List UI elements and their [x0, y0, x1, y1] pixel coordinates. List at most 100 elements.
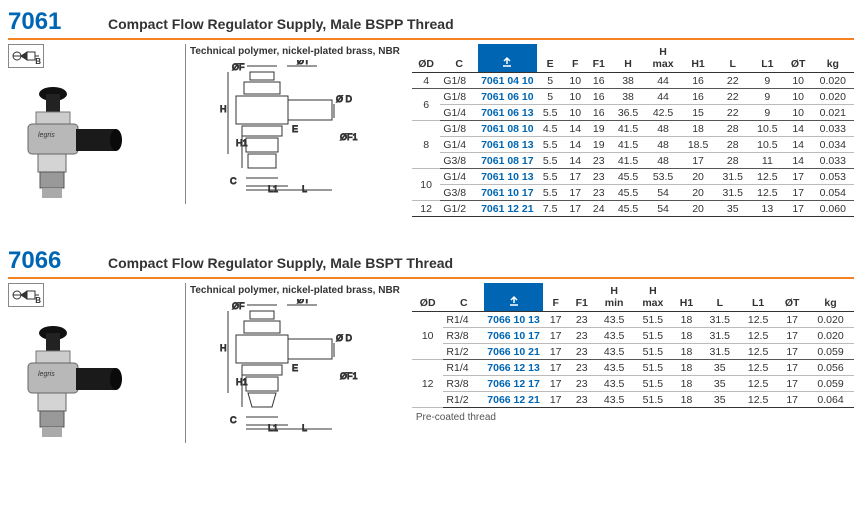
spec-table-wrap: ØDCFF1HminHmaxH1LL1ØTkg10R1/47066 10 131… — [412, 283, 854, 423]
value-cell: 5.5 — [537, 105, 564, 121]
col-header: L1 — [739, 283, 777, 312]
part-link-cell[interactable]: 7066 10 21 — [484, 344, 543, 360]
value-cell: 13 — [750, 201, 785, 217]
value-cell: 17 — [543, 312, 569, 328]
thread-cell: R1/4 — [443, 360, 484, 376]
thread-cell: G1/4 — [440, 169, 478, 185]
svg-text:C: C — [230, 176, 237, 186]
svg-text:ØT: ØT — [297, 299, 310, 305]
part-link-cell[interactable]: 7061 06 13 — [478, 105, 537, 121]
value-cell: 9 — [750, 73, 785, 89]
content-row: B legris Technical polymer, nickel-plate… — [8, 44, 854, 217]
table-row: R3/87066 12 17172343.551.5183512.5170.05… — [412, 376, 854, 392]
od-cell: 10 — [412, 312, 444, 360]
svg-text:E: E — [292, 363, 298, 373]
value-cell: 51.5 — [633, 360, 672, 376]
part-link-cell[interactable]: 7061 12 21 — [478, 201, 537, 217]
value-cell: 0.021 — [812, 105, 854, 121]
schematic-drawing: ØF ØT Ø D H H1 ØF1 E C L1 L — [192, 60, 372, 198]
thread-cell: G1/8 — [440, 121, 478, 137]
value-cell: 20 — [681, 185, 716, 201]
table-row: 10R1/47066 10 13172343.551.51831.512.517… — [412, 312, 854, 328]
svg-text:Ø D: Ø D — [336, 94, 353, 104]
part-icon-header — [478, 44, 537, 73]
svg-text:L: L — [302, 184, 307, 194]
middle-column: Technical polymer, nickel-plated brass, … — [186, 44, 404, 198]
thread-cell: R1/2 — [443, 392, 484, 408]
value-cell: 51.5 — [633, 392, 672, 408]
value-cell: 17 — [785, 169, 812, 185]
col-header: ØT — [777, 283, 807, 312]
value-cell: 5.5 — [537, 185, 564, 201]
part-link-cell[interactable]: 7066 10 13 — [484, 312, 543, 328]
value-cell: 14 — [785, 153, 812, 169]
material-text: Technical polymer, nickel-plated brass, … — [186, 44, 404, 60]
svg-text:ØF: ØF — [232, 62, 245, 72]
value-cell: 17 — [543, 376, 569, 392]
value-cell: 14 — [564, 137, 587, 153]
value-cell: 23 — [568, 392, 594, 408]
value-cell: 15 — [681, 105, 716, 121]
svg-text:ØT: ØT — [297, 60, 310, 66]
value-cell: 51.5 — [633, 344, 672, 360]
table-row: G1/47061 06 135.5101636.542.515229100.02… — [412, 105, 854, 121]
content-row: B legris Technical polymer, nickel-plate… — [8, 283, 854, 443]
col-header: Hmin — [595, 283, 633, 312]
value-cell: 17 — [777, 312, 807, 328]
symbol-icon: B — [8, 44, 44, 68]
value-cell: 48 — [645, 121, 680, 137]
value-cell: 23 — [568, 328, 594, 344]
value-cell: 14 — [785, 137, 812, 153]
value-cell: 19 — [587, 121, 611, 137]
value-cell: 17 — [543, 344, 569, 360]
value-cell: 35 — [701, 376, 739, 392]
value-cell: 35 — [701, 392, 739, 408]
part-link-cell[interactable]: 7061 06 10 — [478, 89, 537, 105]
od-cell: 6 — [412, 89, 440, 121]
value-cell: 51.5 — [633, 328, 672, 344]
col-header: F1 — [587, 44, 611, 73]
value-cell: 23 — [587, 169, 611, 185]
svg-text:E: E — [292, 124, 298, 134]
value-cell: 23 — [568, 360, 594, 376]
col-header: C — [440, 44, 478, 73]
part-link-cell[interactable]: 7061 04 10 — [478, 73, 537, 89]
table-row: R1/27066 12 21172343.551.5183512.5170.06… — [412, 392, 854, 408]
value-cell: 48 — [645, 153, 680, 169]
schematic-drawing: ØF ØT Ø D H H1 ØF1 E C L1 L — [192, 299, 372, 437]
value-cell: 22 — [715, 73, 750, 89]
value-cell: 0.020 — [812, 89, 854, 105]
part-link-cell[interactable]: 7066 10 17 — [484, 328, 543, 344]
table-row: 4G1/87061 04 1051016384416229100.020 — [412, 73, 854, 89]
value-cell: 44 — [645, 73, 680, 89]
col-header: H1 — [672, 283, 700, 312]
value-cell: 22 — [715, 105, 750, 121]
part-link-cell[interactable]: 7061 10 13 — [478, 169, 537, 185]
value-cell: 10 — [785, 89, 812, 105]
section-header: 7061 Compact Flow Regulator Supply, Male… — [8, 8, 854, 40]
part-link-cell[interactable]: 7061 08 13 — [478, 137, 537, 153]
col-header: L — [701, 283, 739, 312]
table-row: 6G1/87061 06 1051016384416229100.020 — [412, 89, 854, 105]
value-cell: 17 — [543, 328, 569, 344]
part-link-cell[interactable]: 7066 12 13 — [484, 360, 543, 376]
value-cell: 38 — [611, 73, 646, 89]
value-cell: 43.5 — [595, 376, 633, 392]
part-link-cell[interactable]: 7061 10 17 — [478, 185, 537, 201]
part-link-cell[interactable]: 7061 08 17 — [478, 153, 537, 169]
part-link-cell[interactable]: 7061 08 10 — [478, 121, 537, 137]
value-cell: 0.056 — [807, 360, 854, 376]
value-cell: 42.5 — [645, 105, 680, 121]
value-cell: 0.060 — [812, 201, 854, 217]
thread-cell: R3/8 — [443, 376, 484, 392]
spec-table: ØDCEFF1HHmaxH1LL1ØTkg4G1/87061 04 105101… — [412, 44, 854, 217]
part-number: 7066 — [8, 247, 108, 275]
svg-text:L: L — [302, 423, 307, 433]
value-cell: 41.5 — [611, 121, 646, 137]
part-link-cell[interactable]: 7066 12 21 — [484, 392, 543, 408]
value-cell: 43.5 — [595, 344, 633, 360]
value-cell: 43.5 — [595, 392, 633, 408]
value-cell: 10.5 — [750, 121, 785, 137]
section-title: Compact Flow Regulator Supply, Male BSPP… — [108, 16, 454, 32]
part-link-cell[interactable]: 7066 12 17 — [484, 376, 543, 392]
